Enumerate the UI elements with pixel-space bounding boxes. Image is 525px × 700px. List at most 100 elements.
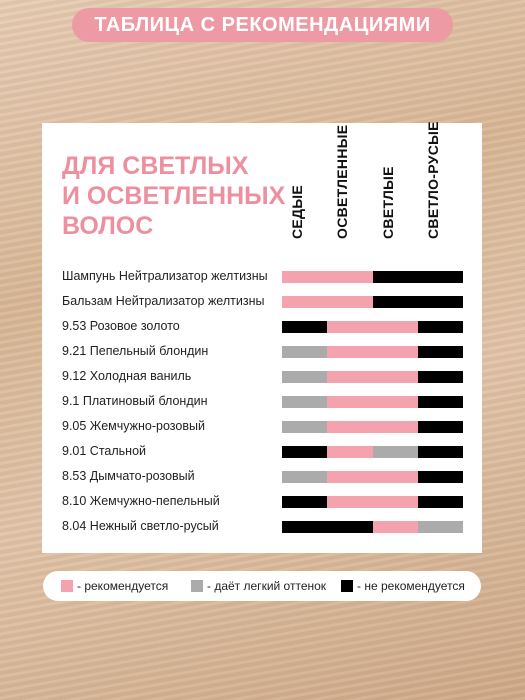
rating-cell (372, 296, 418, 308)
rating-bar (282, 471, 463, 483)
product-label: 9.05 Жемчужно-розовый (62, 419, 205, 433)
rating-cell (372, 321, 418, 333)
legend-swatch-black (341, 580, 353, 592)
rating-cell (417, 296, 463, 308)
table-row: 9.01 Стальной (42, 444, 482, 460)
product-label: 8.10 Жемчужно-пепельный (62, 494, 220, 508)
rating-cell (327, 271, 373, 283)
rating-bar (282, 371, 463, 383)
rating-cell (417, 471, 463, 483)
column-header-light-brown: СВЕТЛО-РУСЫЕ (418, 121, 448, 255)
page-title: ТАБЛИЦА С РЕКОМЕНДАЦИЯМИ (94, 13, 431, 36)
rating-cell (417, 521, 463, 533)
rating-bar (282, 271, 463, 283)
column-header-label: СВЕТЛО-РУСЫЕ (425, 121, 441, 239)
rating-cell (282, 446, 328, 458)
product-label: 8.53 Дымчато-розовый (62, 469, 195, 483)
rating-cell (282, 271, 328, 283)
rating-bar (282, 346, 463, 358)
rating-bar (282, 296, 463, 308)
rating-cell (417, 421, 463, 433)
legend-swatch-pink (61, 580, 73, 592)
rating-cell (282, 396, 328, 408)
product-label: 9.21 Пепельный блондин (62, 344, 209, 358)
rating-cell (282, 346, 328, 358)
rating-cell (372, 346, 418, 358)
rating-cell (372, 396, 418, 408)
rating-cell (282, 521, 328, 533)
rating-cell (282, 296, 328, 308)
rating-bar (282, 521, 463, 533)
rating-cell (282, 371, 328, 383)
rating-bar (282, 496, 463, 508)
table-row: 9.1 Платиновый блондин (42, 394, 482, 410)
rating-cell (327, 471, 373, 483)
rating-cell (372, 471, 418, 483)
rating-cell (327, 421, 373, 433)
column-header-label: СВЕТЛЫЕ (380, 166, 396, 239)
table-row: 8.04 Нежный светло-русый (42, 519, 482, 535)
rating-cell (372, 421, 418, 433)
legend-label: - даёт легкий оттенок (207, 579, 327, 593)
rating-cell (417, 371, 463, 383)
legend-item-not-recommended: - не рекомендуется (341, 579, 465, 593)
rating-cell (372, 521, 418, 533)
table-row: 8.53 Дымчато-розовый (42, 469, 482, 485)
recommendation-table: ДЛЯ СВЕТЛЫХ И ОСВЕТЛЕННЫХ ВОЛОС СЕДЫЕ ОС… (42, 121, 482, 553)
rating-cell (282, 421, 328, 433)
product-label: Шампунь Нейтрализатор желтизны (62, 269, 268, 283)
rating-cell (372, 271, 418, 283)
table-row: Бальзам Нейтрализатор желтизны (42, 294, 482, 310)
rating-cell (417, 396, 463, 408)
rating-cell (327, 496, 373, 508)
rating-cell (282, 321, 328, 333)
rating-cell (327, 321, 373, 333)
table-title-line: ВОЛОС (62, 212, 154, 240)
rating-bar (282, 446, 463, 458)
table-title: ДЛЯ СВЕТЛЫХ И ОСВЕТЛЕННЫХ ВОЛОС (62, 151, 292, 241)
legend: - рекомендуется - даёт легкий оттенок - … (43, 571, 481, 601)
rating-bar (282, 421, 463, 433)
table-row: 9.05 Жемчужно-розовый (42, 419, 482, 435)
table-row: 9.53 Розовое золото (42, 319, 482, 335)
table-title-line: И ОСВЕТЛЕННЫХ (62, 182, 286, 210)
table-title-line: ДЛЯ СВЕТЛЫХ (62, 152, 249, 180)
column-header-label: СЕДЫЕ (289, 185, 305, 239)
rating-bar (282, 321, 463, 333)
column-header-gray: СЕДЫЕ (282, 133, 312, 255)
rating-cell (282, 496, 328, 508)
rating-cell (372, 496, 418, 508)
product-label: 9.1 Платиновый блондин (62, 394, 208, 408)
rating-cell (327, 346, 373, 358)
rating-cell (327, 371, 373, 383)
rating-cell (417, 321, 463, 333)
rating-cell (417, 271, 463, 283)
rating-cell (327, 446, 373, 458)
rating-cell (372, 371, 418, 383)
rating-bar (282, 396, 463, 408)
table-row: Шампунь Нейтрализатор желтизны (42, 269, 482, 285)
rating-cell (282, 471, 328, 483)
column-header-bleached: ОСВЕТЛЕННЫЕ (327, 125, 357, 255)
rating-cell (372, 446, 418, 458)
legend-label: - рекомендуется (77, 579, 169, 593)
rating-cell (327, 296, 373, 308)
product-label: 9.12 Холодная ваниль (62, 369, 192, 383)
product-label: Бальзам Нейтрализатор желтизны (62, 294, 265, 308)
rating-cell (327, 396, 373, 408)
header-banner: ТАБЛИЦА С РЕКОМЕНДАЦИЯМИ (72, 8, 453, 42)
column-header-label: ОСВЕТЛЕННЫЕ (334, 124, 350, 239)
column-header-light: СВЕТЛЫЕ (373, 133, 403, 255)
rating-cell (417, 446, 463, 458)
product-label: 9.53 Розовое золото (62, 319, 180, 333)
product-label: 8.04 Нежный светло-русый (62, 519, 219, 533)
legend-label: - не рекомендуется (357, 579, 465, 593)
table-row: 9.12 Холодная ваниль (42, 369, 482, 385)
rating-cell (417, 346, 463, 358)
legend-swatch-gray (191, 580, 203, 592)
legend-item-light-shade: - даёт легкий оттенок (191, 579, 326, 593)
product-label: 9.01 Стальной (62, 444, 147, 458)
legend-item-recommended: - рекомендуется (61, 579, 168, 593)
table-row: 9.21 Пепельный блондин (42, 344, 482, 360)
rating-cell (417, 496, 463, 508)
